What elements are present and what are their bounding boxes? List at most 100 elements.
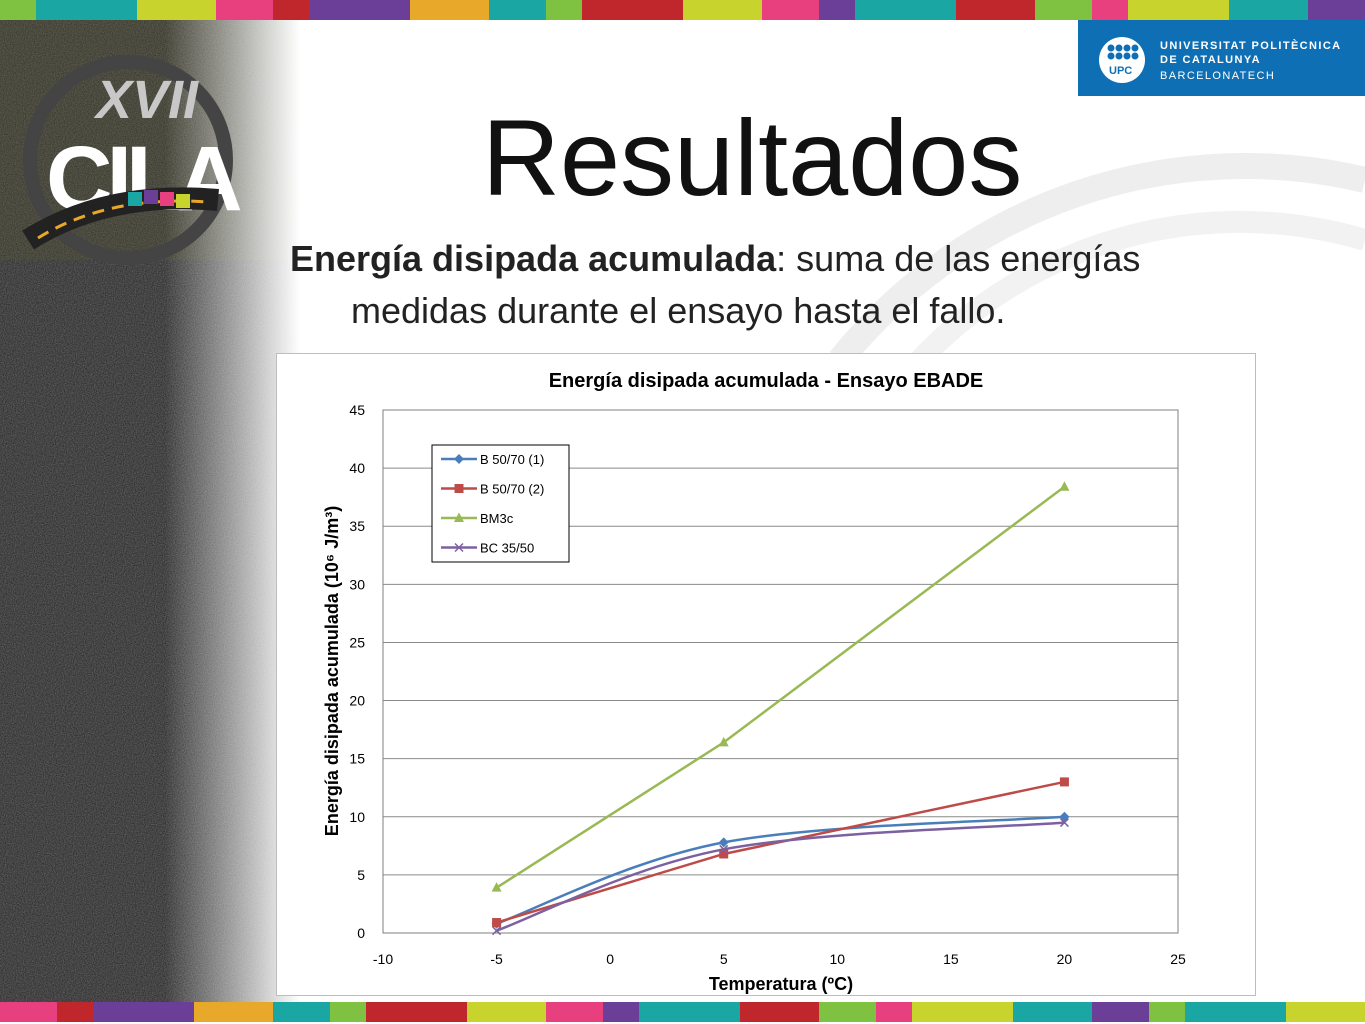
stripe-segment — [1285, 1002, 1365, 1022]
stripe-segment — [35, 0, 137, 20]
stripe-segment — [603, 1002, 640, 1022]
x-tick-label: 15 — [943, 951, 959, 967]
y-tick-label: 30 — [349, 576, 365, 592]
line-chart: Energía disipada acumulada - Ensayo EBAD… — [322, 370, 1186, 994]
x-tick-labels: -10 -5 0 5 10 15 20 25 — [373, 951, 1186, 967]
asphalt-background — [0, 20, 300, 1002]
legend-swatch-marker — [454, 542, 464, 553]
svg-text:XVII: XVII — [93, 70, 199, 130]
x-tick-label: 20 — [1057, 951, 1073, 967]
y-tick-label: 35 — [349, 518, 365, 534]
data-point-marker — [492, 918, 502, 928]
stripe-segment — [273, 1002, 331, 1022]
chart-legend: B 50/70 (1) B 50/70 (2) BM3c BC 35/50 — [431, 444, 570, 563]
stripe-segment — [466, 1002, 546, 1022]
y-tick-label: 15 — [349, 751, 365, 767]
intro-text-line2: medidas durante el ensayo hasta el fallo… — [351, 290, 1006, 331]
x-axis-label: Temperatura (ºC) — [709, 974, 853, 994]
data-point-marker — [719, 844, 729, 854]
stripe-segment — [1012, 1002, 1092, 1022]
slide-title: Resultados — [482, 97, 1023, 218]
stripe-segment — [1127, 0, 1229, 20]
top-color-stripe — [0, 0, 1365, 20]
stripe-segment — [57, 1002, 94, 1022]
stripe-segment — [1307, 0, 1365, 20]
x-tick-label: 0 — [606, 951, 614, 967]
y-tick-label: 25 — [349, 634, 365, 650]
y-tick-label: 40 — [349, 460, 365, 476]
chart-title: Energía disipada acumulada - Ensayo EBAD… — [549, 370, 984, 392]
x-tick-label: -5 — [490, 951, 503, 967]
stripe-segment — [854, 0, 956, 20]
legend-entry-label: BC 35/50 — [480, 541, 534, 556]
y-axis-label: Energía disipada acumulada (10⁶ J/m³) — [322, 506, 342, 836]
stripe-segment — [819, 1002, 877, 1022]
stripe-segment — [193, 1002, 273, 1022]
stripe-segment — [1228, 0, 1308, 20]
intro-term: Energía disipada acumulada — [290, 238, 777, 279]
stripe-segment — [1034, 0, 1092, 20]
x-tick-label: -10 — [373, 951, 393, 967]
y-tick-label: 45 — [349, 402, 365, 418]
legend-entry-label: B 50/70 (2) — [480, 482, 544, 497]
university-mark-text: UPC — [1109, 65, 1132, 77]
series-lines — [495, 485, 1066, 932]
legend-swatch-marker — [454, 512, 464, 522]
stripe-segment — [955, 0, 1035, 20]
background-arcs — [829, 153, 1365, 360]
stripe-segment — [912, 1002, 1013, 1022]
data-point-marker — [718, 837, 729, 848]
series-line-4 — [496, 821, 1065, 932]
legend-entry-label: BM3c — [480, 511, 514, 526]
stripe-segment — [819, 0, 855, 20]
plot-area-border — [382, 409, 1179, 934]
y-tick-label: 5 — [357, 867, 365, 883]
data-point-marker — [718, 736, 729, 747]
stripe-segment — [409, 0, 489, 20]
stripe-segment — [273, 0, 309, 20]
legend-swatch-marker — [454, 484, 464, 493]
stripe-segment — [215, 0, 273, 20]
university-logo-mark: UPC — [1099, 37, 1145, 83]
intro-rest: : suma de las energías — [776, 238, 1141, 279]
data-point-marker — [1059, 811, 1070, 822]
stripe-segment — [876, 1002, 913, 1022]
y-tick-label: 10 — [349, 809, 365, 825]
stripe-segment — [308, 0, 410, 20]
y-tick-label: 20 — [349, 693, 365, 709]
stripe-segment — [0, 0, 36, 20]
series-line-2 — [496, 780, 1065, 924]
stripe-segment — [488, 0, 546, 20]
stripe-segment — [330, 1002, 367, 1022]
x-tick-label: 5 — [720, 951, 728, 967]
university-name-line3: BARCELONATECH — [1160, 70, 1276, 82]
data-point-marker — [719, 849, 729, 859]
series-markers — [491, 481, 1070, 936]
data-point-marker — [492, 926, 502, 936]
data-point-marker — [1059, 777, 1069, 787]
stripe-segment — [93, 1002, 194, 1022]
legend-entry-label: B 50/70 (1) — [480, 452, 544, 467]
stripe-segment — [546, 0, 582, 20]
data-point-marker — [1059, 481, 1070, 491]
legend-swatch-marker — [454, 454, 464, 464]
chart-frame: Energía disipada acumulada - Ensayo EBAD… — [276, 353, 1256, 996]
stripe-segment — [546, 1002, 604, 1022]
y-tick-labels: 0 5 10 15 20 25 30 35 40 45 — [349, 402, 365, 941]
x-tick-label: 10 — [829, 951, 845, 967]
y-tick-label: 0 — [357, 925, 365, 941]
stripe-segment — [1149, 1002, 1186, 1022]
stripe-segment — [366, 1002, 467, 1022]
bottom-color-stripe — [0, 1002, 1365, 1022]
stripe-segment — [739, 1002, 819, 1022]
intro-text-line1: Energía disipada acumulada: suma de las … — [290, 238, 1140, 280]
stripe-segment — [581, 0, 683, 20]
stripe-segment — [0, 1002, 58, 1022]
stripe-segment — [682, 0, 762, 20]
legend-box — [431, 444, 570, 563]
data-point-marker — [491, 882, 502, 892]
university-name-line2: DE CATALUNYA — [1160, 54, 1261, 66]
stripe-segment — [639, 1002, 740, 1022]
stripe-segment — [1185, 1002, 1286, 1022]
series-line-1 — [496, 815, 1065, 925]
